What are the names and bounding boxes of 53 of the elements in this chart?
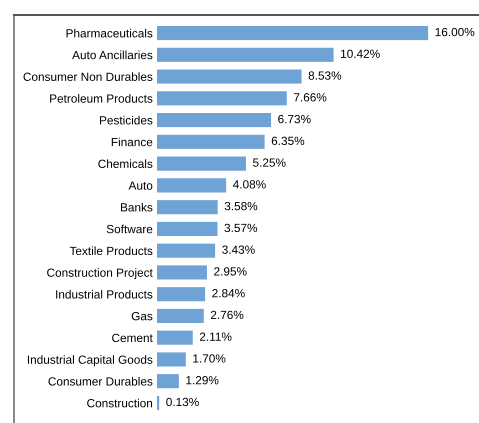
y-tick-label: Auto <box>128 182 152 190</box>
data-label: 1.70% <box>193 354 226 363</box>
data-label: 2.84% <box>212 288 245 298</box>
bar <box>157 91 287 106</box>
data-label: 16.00% <box>436 28 474 36</box>
bar <box>157 265 207 280</box>
y-tick-label: Construction Project <box>47 268 153 280</box>
data-label: 5.25% <box>253 158 286 167</box>
bar <box>157 200 218 214</box>
y-tick-label: Banks <box>120 202 152 212</box>
y-tick-label: Consumer Durables <box>48 376 152 386</box>
bar <box>157 70 302 84</box>
y-tick-label: Industrial Capital Goods <box>28 355 152 366</box>
y-tick-label: Construction <box>87 398 152 408</box>
bar <box>157 308 204 324</box>
y-tick-label: Software <box>106 224 152 234</box>
bar <box>157 156 246 171</box>
y-tick-label: Textile Products <box>70 246 152 256</box>
data-label: 8.53% <box>308 71 342 80</box>
bar <box>157 222 218 236</box>
y-tick-label: Industrial Products <box>56 290 152 299</box>
y-tick-label: Petroleum Products <box>50 94 152 103</box>
data-label: 1.29% <box>186 376 218 384</box>
bar <box>157 134 265 149</box>
y-tick-label: Auto Ancillaries <box>72 50 152 60</box>
data-label: 6.73% <box>278 114 311 124</box>
y-tick-label: Pharmaceuticals <box>66 28 152 38</box>
data-label: 3.58% <box>224 202 258 210</box>
data-label: 2.76% <box>210 310 244 320</box>
y-tick-label: Pesticides <box>100 116 152 124</box>
data-label: 2.11% <box>200 332 232 341</box>
data-label: 0.13% <box>166 398 199 406</box>
y-tick-label: Cement <box>112 334 153 342</box>
y-tick-label: Gas <box>132 312 152 320</box>
data-label: 10.42% <box>341 50 380 58</box>
data-label: 3.43% <box>222 245 255 254</box>
data-label: 2.95% <box>214 267 247 276</box>
bar <box>157 113 272 128</box>
y-tick-label: Consumer Non Durables <box>24 72 152 81</box>
data-label: 4.08% <box>232 180 266 189</box>
data-label: 3.57% <box>224 224 258 232</box>
bar <box>157 48 334 62</box>
bar <box>157 374 179 388</box>
y-tick-label: Chemicals <box>98 159 152 168</box>
bar <box>157 178 226 192</box>
data-label: 6.35% <box>272 136 304 146</box>
data-label: 7.66% <box>294 93 326 102</box>
bar <box>157 330 193 345</box>
bar <box>157 287 206 302</box>
bar <box>157 244 216 258</box>
bar <box>157 26 428 40</box>
y-tick-label: Finance <box>112 138 152 146</box>
bar <box>157 352 186 367</box>
